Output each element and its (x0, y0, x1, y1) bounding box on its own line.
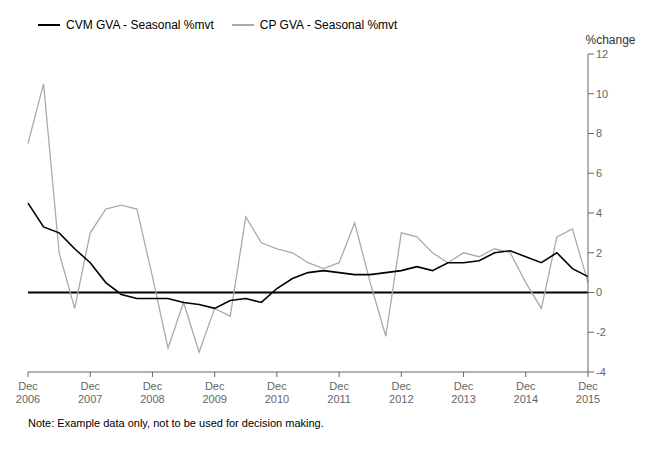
svg-text:-4: -4 (596, 366, 606, 378)
svg-text:-2: -2 (596, 326, 606, 338)
svg-text:12: 12 (596, 48, 608, 60)
svg-text:Dec2006: Dec2006 (16, 380, 40, 405)
svg-text:Dec2013: Dec2013 (451, 380, 475, 405)
svg-text:Dec2010: Dec2010 (265, 380, 289, 405)
svg-text:Dec2007: Dec2007 (78, 380, 102, 405)
html-text:CP GVA - Seasonal %mvt: CP GVA - Seasonal %mvt (259, 18, 398, 32)
svg-text:Dec2009: Dec2009 (202, 380, 226, 405)
svg-text:0: 0 (596, 286, 602, 298)
svg-text:8: 8 (596, 127, 602, 139)
html-text:Note: Example data only, not t: Note: Example data only, not to be used … (28, 417, 324, 429)
svg-text:2: 2 (596, 247, 602, 259)
svg-text:%change: %change (585, 33, 635, 47)
svg-text:4: 4 (596, 207, 602, 219)
svg-text:10: 10 (596, 88, 608, 100)
svg-text:Dec2012: Dec2012 (389, 380, 413, 405)
svg-text:Dec2011: Dec2011 (327, 380, 351, 405)
svg-text:6: 6 (596, 167, 602, 179)
svg-text:Dec2008: Dec2008 (140, 380, 164, 405)
svg-text:Dec2015: Dec2015 (576, 380, 600, 405)
svg-text:Dec2014: Dec2014 (514, 380, 538, 405)
html-text:CVM GVA - Seasonal %mvt: CVM GVA - Seasonal %mvt (66, 18, 214, 32)
